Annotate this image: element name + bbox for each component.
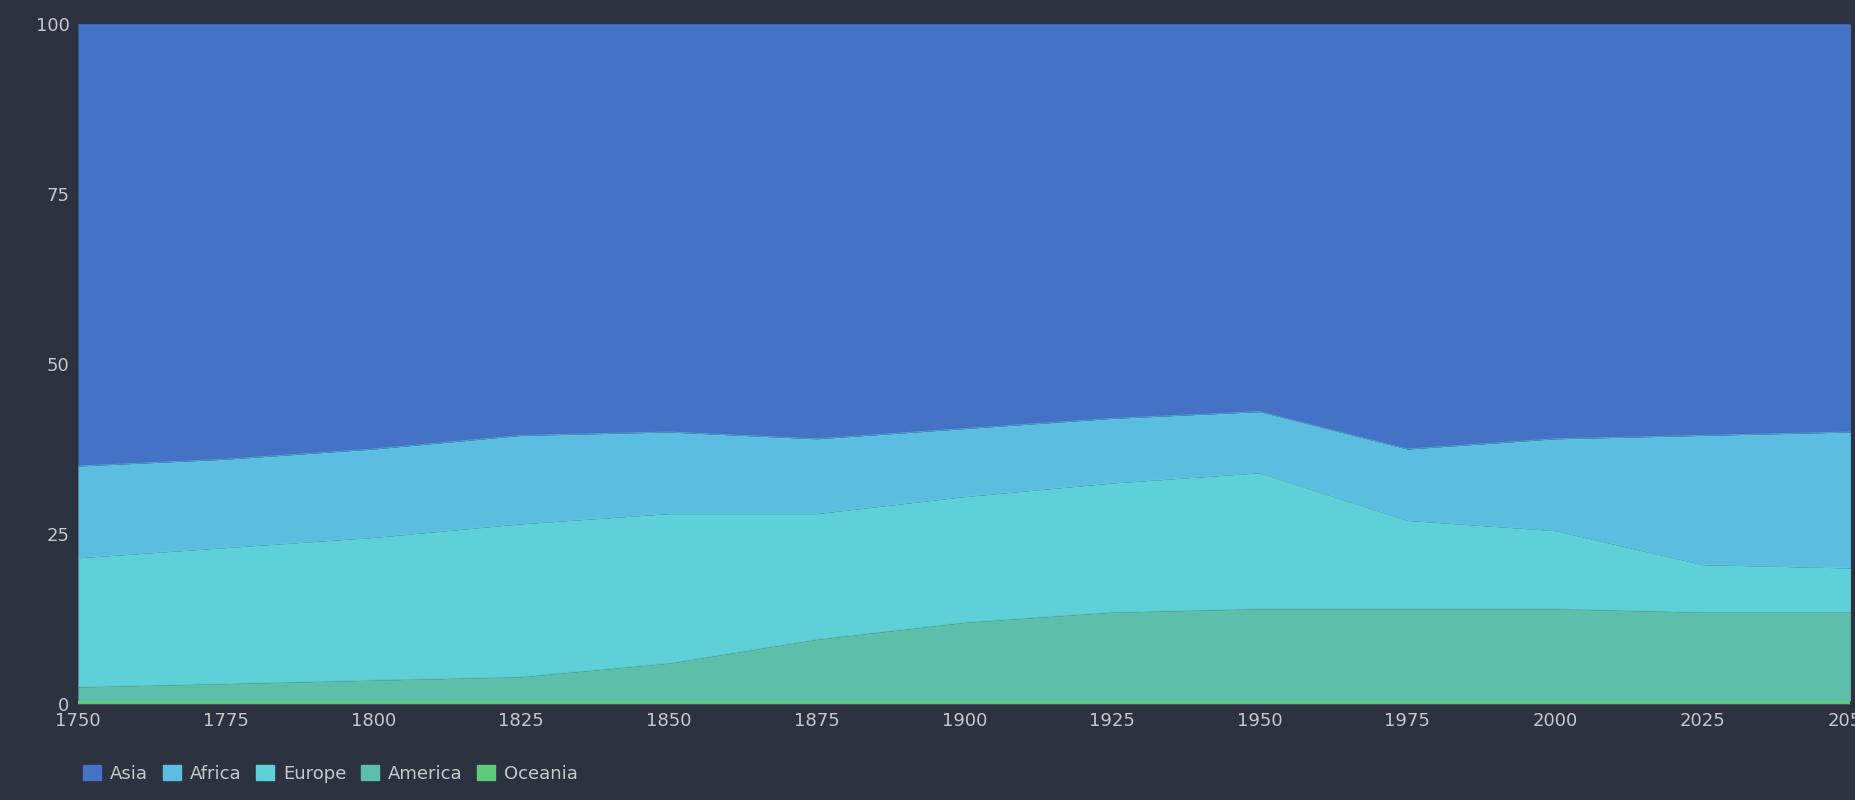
Legend: Asia, Africa, Europe, America, Oceania: Asia, Africa, Europe, America, Oceania [83, 765, 577, 783]
